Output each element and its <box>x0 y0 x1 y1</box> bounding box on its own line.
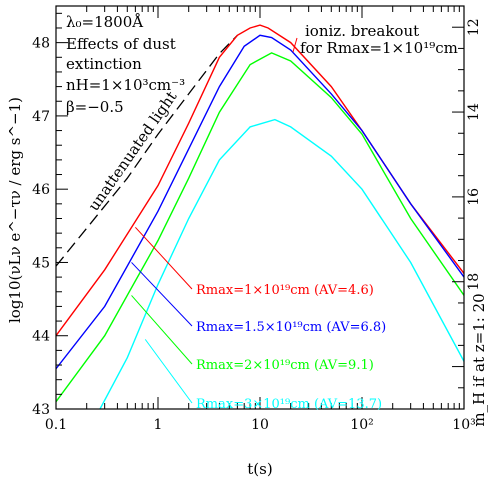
y-tick-label-1: 44 <box>32 329 50 345</box>
param-beta: β=−0.5 <box>66 98 124 116</box>
ticks-layer: 0.1 1 10 10² 10³ 43 44 45 46 47 48 12 14 16 18 <box>32 6 482 433</box>
series-label-2: Rmax=2×10¹⁹cm (AV=9.1) <box>196 358 374 373</box>
series-label-leader-0 <box>135 226 193 290</box>
breakout-annotation: ioniz. breakout for Rmax=1×10¹⁹cm <box>292 22 458 57</box>
series-label-0: Rmax=1×10¹⁹cm (AV=4.6) <box>196 283 374 298</box>
series-labels-layer: Rmax=1×10¹⁹cm (AV=4.6) Rmax=1.5×10¹⁹cm (A… <box>131 226 386 412</box>
y2-tick-label-0: 12 <box>466 18 482 36</box>
x-tick-label-4: 10³ <box>452 417 475 433</box>
y2-axis-label: m_H if at z=1: 20 <box>470 293 488 426</box>
series-label-leader-3 <box>144 339 193 404</box>
series-line-0 <box>56 34 238 267</box>
series-label-leader-2 <box>131 295 193 365</box>
series-label-1: Rmax=1.5×10¹⁹cm (AV=6.8) <box>196 320 386 335</box>
x-tick-label-1: 1 <box>154 417 163 433</box>
x-tick-label-3: 10² <box>350 417 373 433</box>
plot-frame <box>55 5 465 410</box>
series-label-leader-1 <box>131 262 193 327</box>
parameter-annotations: λ₀=1800Å Effects of dust extinction nH=1… <box>66 13 185 116</box>
y2-tick-label-3: 18 <box>466 273 482 291</box>
breakout-line1: ioniz. breakout <box>305 22 419 40</box>
param-lambda: λ₀=1800Å <box>66 13 143 31</box>
curves-layer <box>56 24 464 409</box>
series-line-2 <box>56 34 464 370</box>
param-extinction: extinction <box>66 55 142 73</box>
y-tick-label-5: 48 <box>32 36 50 52</box>
y-tick-label-2: 45 <box>32 255 50 271</box>
series-line-3 <box>56 52 464 403</box>
y-tick-label-0: 43 <box>32 402 50 418</box>
y-tick-label-3: 46 <box>32 182 50 198</box>
y-axis-label: log10(νLν e^−τν / erg s^−1) <box>6 97 24 323</box>
x-axis-label: t(s) <box>247 460 272 478</box>
breakout-pointer <box>292 37 298 53</box>
param-effects: Effects of dust <box>66 35 176 53</box>
y2-tick-label-2: 16 <box>466 188 482 206</box>
y-tick-label-4: 47 <box>32 109 50 125</box>
param-nh: nH=1×10³cm⁻³ <box>66 76 185 94</box>
breakout-line2: for Rmax=1×10¹⁹cm <box>300 39 458 57</box>
series-label-3: Rmax=3×10¹⁹cm (AV=13.7) <box>196 397 382 412</box>
series-line-4 <box>99 118 464 409</box>
x-tick-label-0: 0.1 <box>45 417 67 433</box>
x-tick-label-2: 10 <box>251 417 269 433</box>
y2-tick-label-1: 14 <box>466 103 482 121</box>
series-line-1 <box>56 24 464 337</box>
